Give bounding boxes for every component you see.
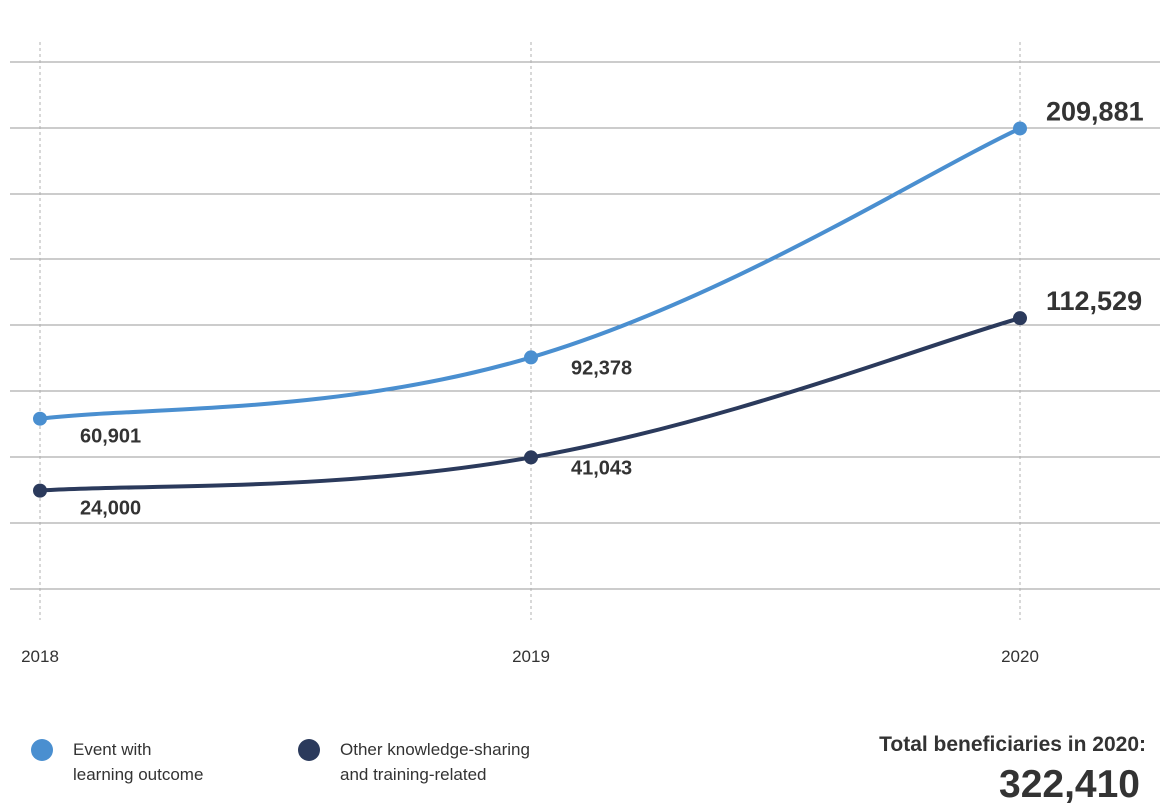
data-point [524, 350, 538, 365]
x-axis-ticks: 2018 2019 2020 [21, 647, 1039, 666]
legend-marker-other [298, 739, 320, 761]
legend-marker-event [31, 739, 53, 761]
data-label: 209,881 [1046, 96, 1144, 126]
data-label: 24,000 [80, 498, 141, 520]
legend-item-other: Other knowledge-sharing and training-rel… [298, 737, 560, 787]
data-labels: 60,901 92,378 209,881 24,000 41,043 112,529 [80, 96, 1144, 519]
legend-label-line: and training-related [340, 765, 487, 784]
x-tick-label: 2019 [512, 647, 550, 666]
data-point [33, 483, 47, 498]
legend-item-event: Event with learning outcome [31, 737, 293, 787]
grid-lines [10, 61, 1160, 590]
line-chart: 60,901 92,378 209,881 24,000 41,043 112,529 2… [10, 42, 1160, 666]
data-points [33, 121, 1027, 498]
x-tick-label: 2020 [1001, 647, 1039, 666]
x-tick-label: 2018 [21, 647, 59, 666]
total-label: Total beneficiaries in 2020: [879, 733, 1146, 756]
data-point [33, 411, 47, 426]
series-line [38, 316, 1022, 493]
data-point [1013, 311, 1027, 326]
legend-label-line: Event with [73, 740, 152, 759]
series-lines [38, 126, 1022, 493]
legend-label-line: Other knowledge-sharing [340, 740, 530, 759]
legend-label-line: learning outcome [73, 765, 204, 784]
series-line [38, 126, 1022, 421]
data-label: 60,901 [80, 426, 141, 448]
data-label: 41,043 [571, 457, 632, 479]
data-label: 112,529 [1046, 286, 1142, 316]
data-point [524, 450, 538, 465]
data-point [1013, 121, 1027, 136]
legend-label-other: Other knowledge-sharing and training-rel… [340, 737, 560, 787]
total-value: 322,410 [999, 763, 1140, 806]
legend-label-event: Event with learning outcome [73, 737, 293, 787]
category-guides [39, 42, 1021, 620]
data-label: 92,378 [571, 357, 632, 379]
